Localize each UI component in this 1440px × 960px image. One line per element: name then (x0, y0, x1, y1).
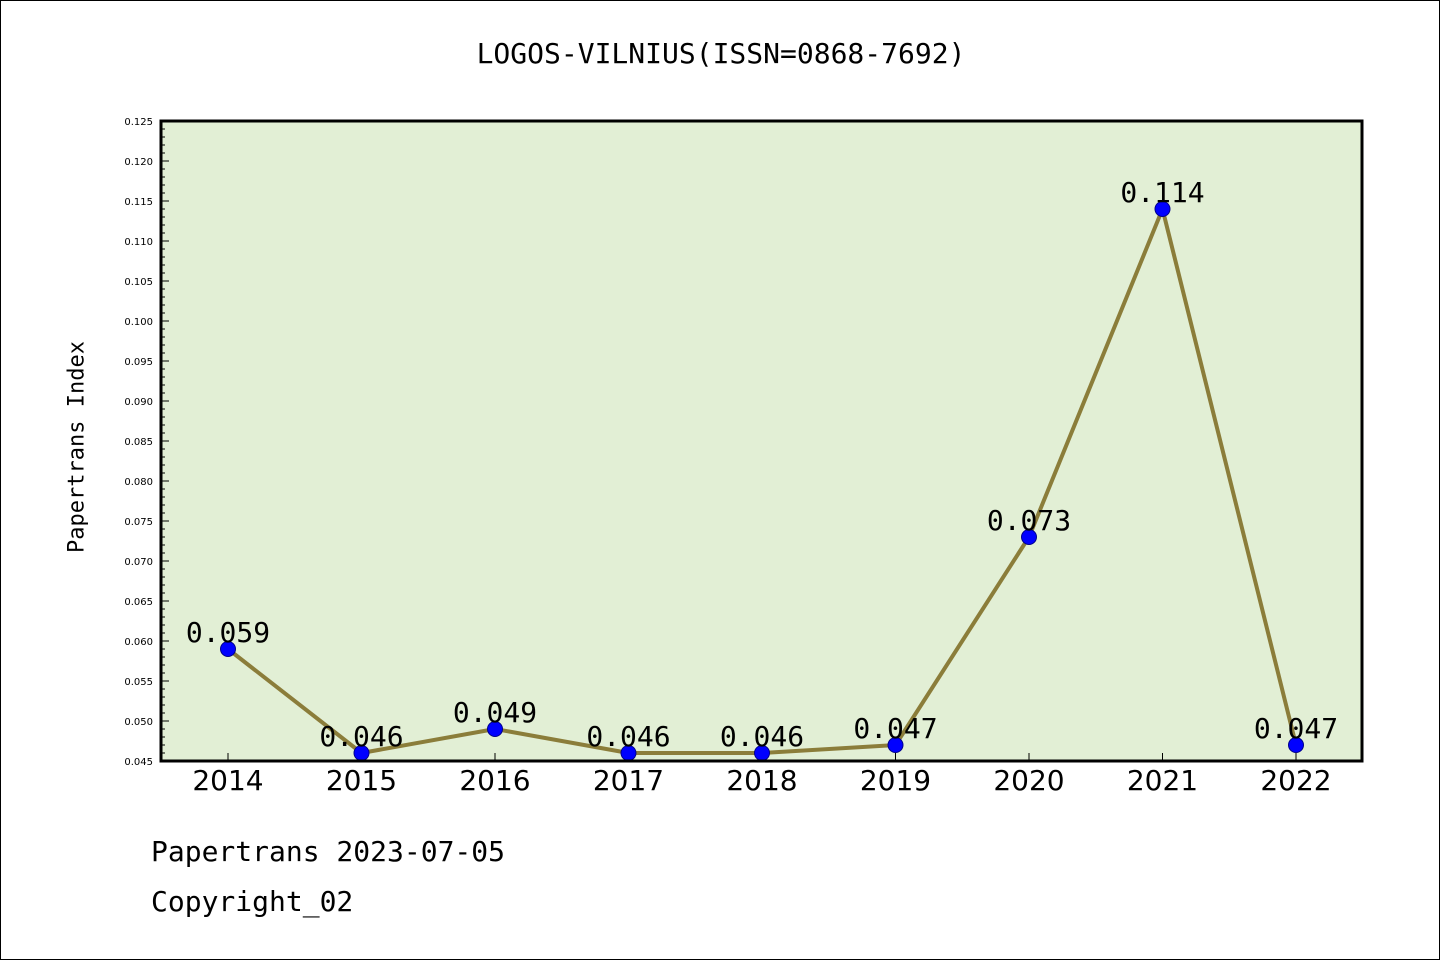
data-label: 0.047 (1254, 712, 1338, 745)
y-tick-label: 0.070 (124, 557, 153, 568)
data-label: 0.073 (987, 504, 1071, 537)
x-tick-label: 2018 (726, 764, 797, 797)
y-tick-label: 0.115 (124, 197, 153, 208)
data-label: 0.046 (586, 720, 670, 753)
y-tick-label: 0.050 (124, 717, 153, 728)
data-labels: 0.059 0.046 0.049 0.046 0.046 0.047 0.073 0.114… (186, 176, 1338, 753)
data-point (1021, 529, 1037, 545)
x-tick-label: 2015 (326, 764, 397, 797)
y-tick-label: 0.095 (124, 357, 153, 368)
chart-title: LOGOS-VILNIUS(ISSN=0868-7692) (476, 37, 966, 70)
data-label: 0.047 (853, 712, 937, 745)
y-tick-label: 0.090 (124, 397, 153, 408)
y-tick-label: 0.045 (124, 757, 153, 768)
y-tick-label: 0.110 (124, 237, 153, 248)
y-tick-label: 0.125 (124, 117, 153, 128)
y-tick-label: 0.075 (124, 517, 153, 528)
data-point (887, 737, 904, 753)
data-point (220, 641, 236, 657)
x-axis: 2014 2015 2016 2017 2018 2019 2020 2021 2022 (192, 753, 1332, 797)
y-tick-label: 0.065 (124, 597, 153, 608)
y-tick-label: 0.060 (124, 637, 153, 648)
x-tick-label: 2019 (860, 764, 931, 797)
x-tick-label: 2020 (993, 764, 1064, 797)
data-label: 0.059 (186, 616, 270, 649)
footer-copyright: Copyright_02 (151, 885, 354, 918)
x-tick-label: 2017 (593, 764, 664, 797)
data-point (1154, 201, 1171, 217)
x-tick-label: 2016 (459, 764, 530, 797)
y-tick-label: 0.080 (124, 477, 153, 488)
data-label: 0.049 (453, 696, 537, 729)
y-tick-label: 0.100 (124, 317, 153, 328)
x-tick-label: 2021 (1127, 764, 1198, 797)
y-tick-label: 0.055 (124, 677, 153, 688)
y-axis: 0.045 0.050 0.055 0.060 0.065 0.070 0.075 0.080… (124, 117, 169, 768)
data-label: 0.046 (720, 720, 804, 753)
footer-date: Papertrans 2023-07-05 (151, 835, 506, 868)
y-tick-label: 0.105 (124, 277, 153, 288)
data-label: 0.114 (1120, 176, 1204, 209)
x-tick-label: 2014 (192, 764, 263, 797)
data-point (1288, 737, 1304, 753)
y-tick-label: 0.085 (124, 437, 153, 448)
plot-frame (159, 119, 1364, 763)
data-point (487, 721, 503, 737)
plot-area (161, 121, 1362, 761)
data-label: 0.046 (319, 720, 403, 753)
x-tick-label: 2022 (1260, 764, 1331, 797)
y-tick-label: 0.120 (124, 157, 153, 168)
